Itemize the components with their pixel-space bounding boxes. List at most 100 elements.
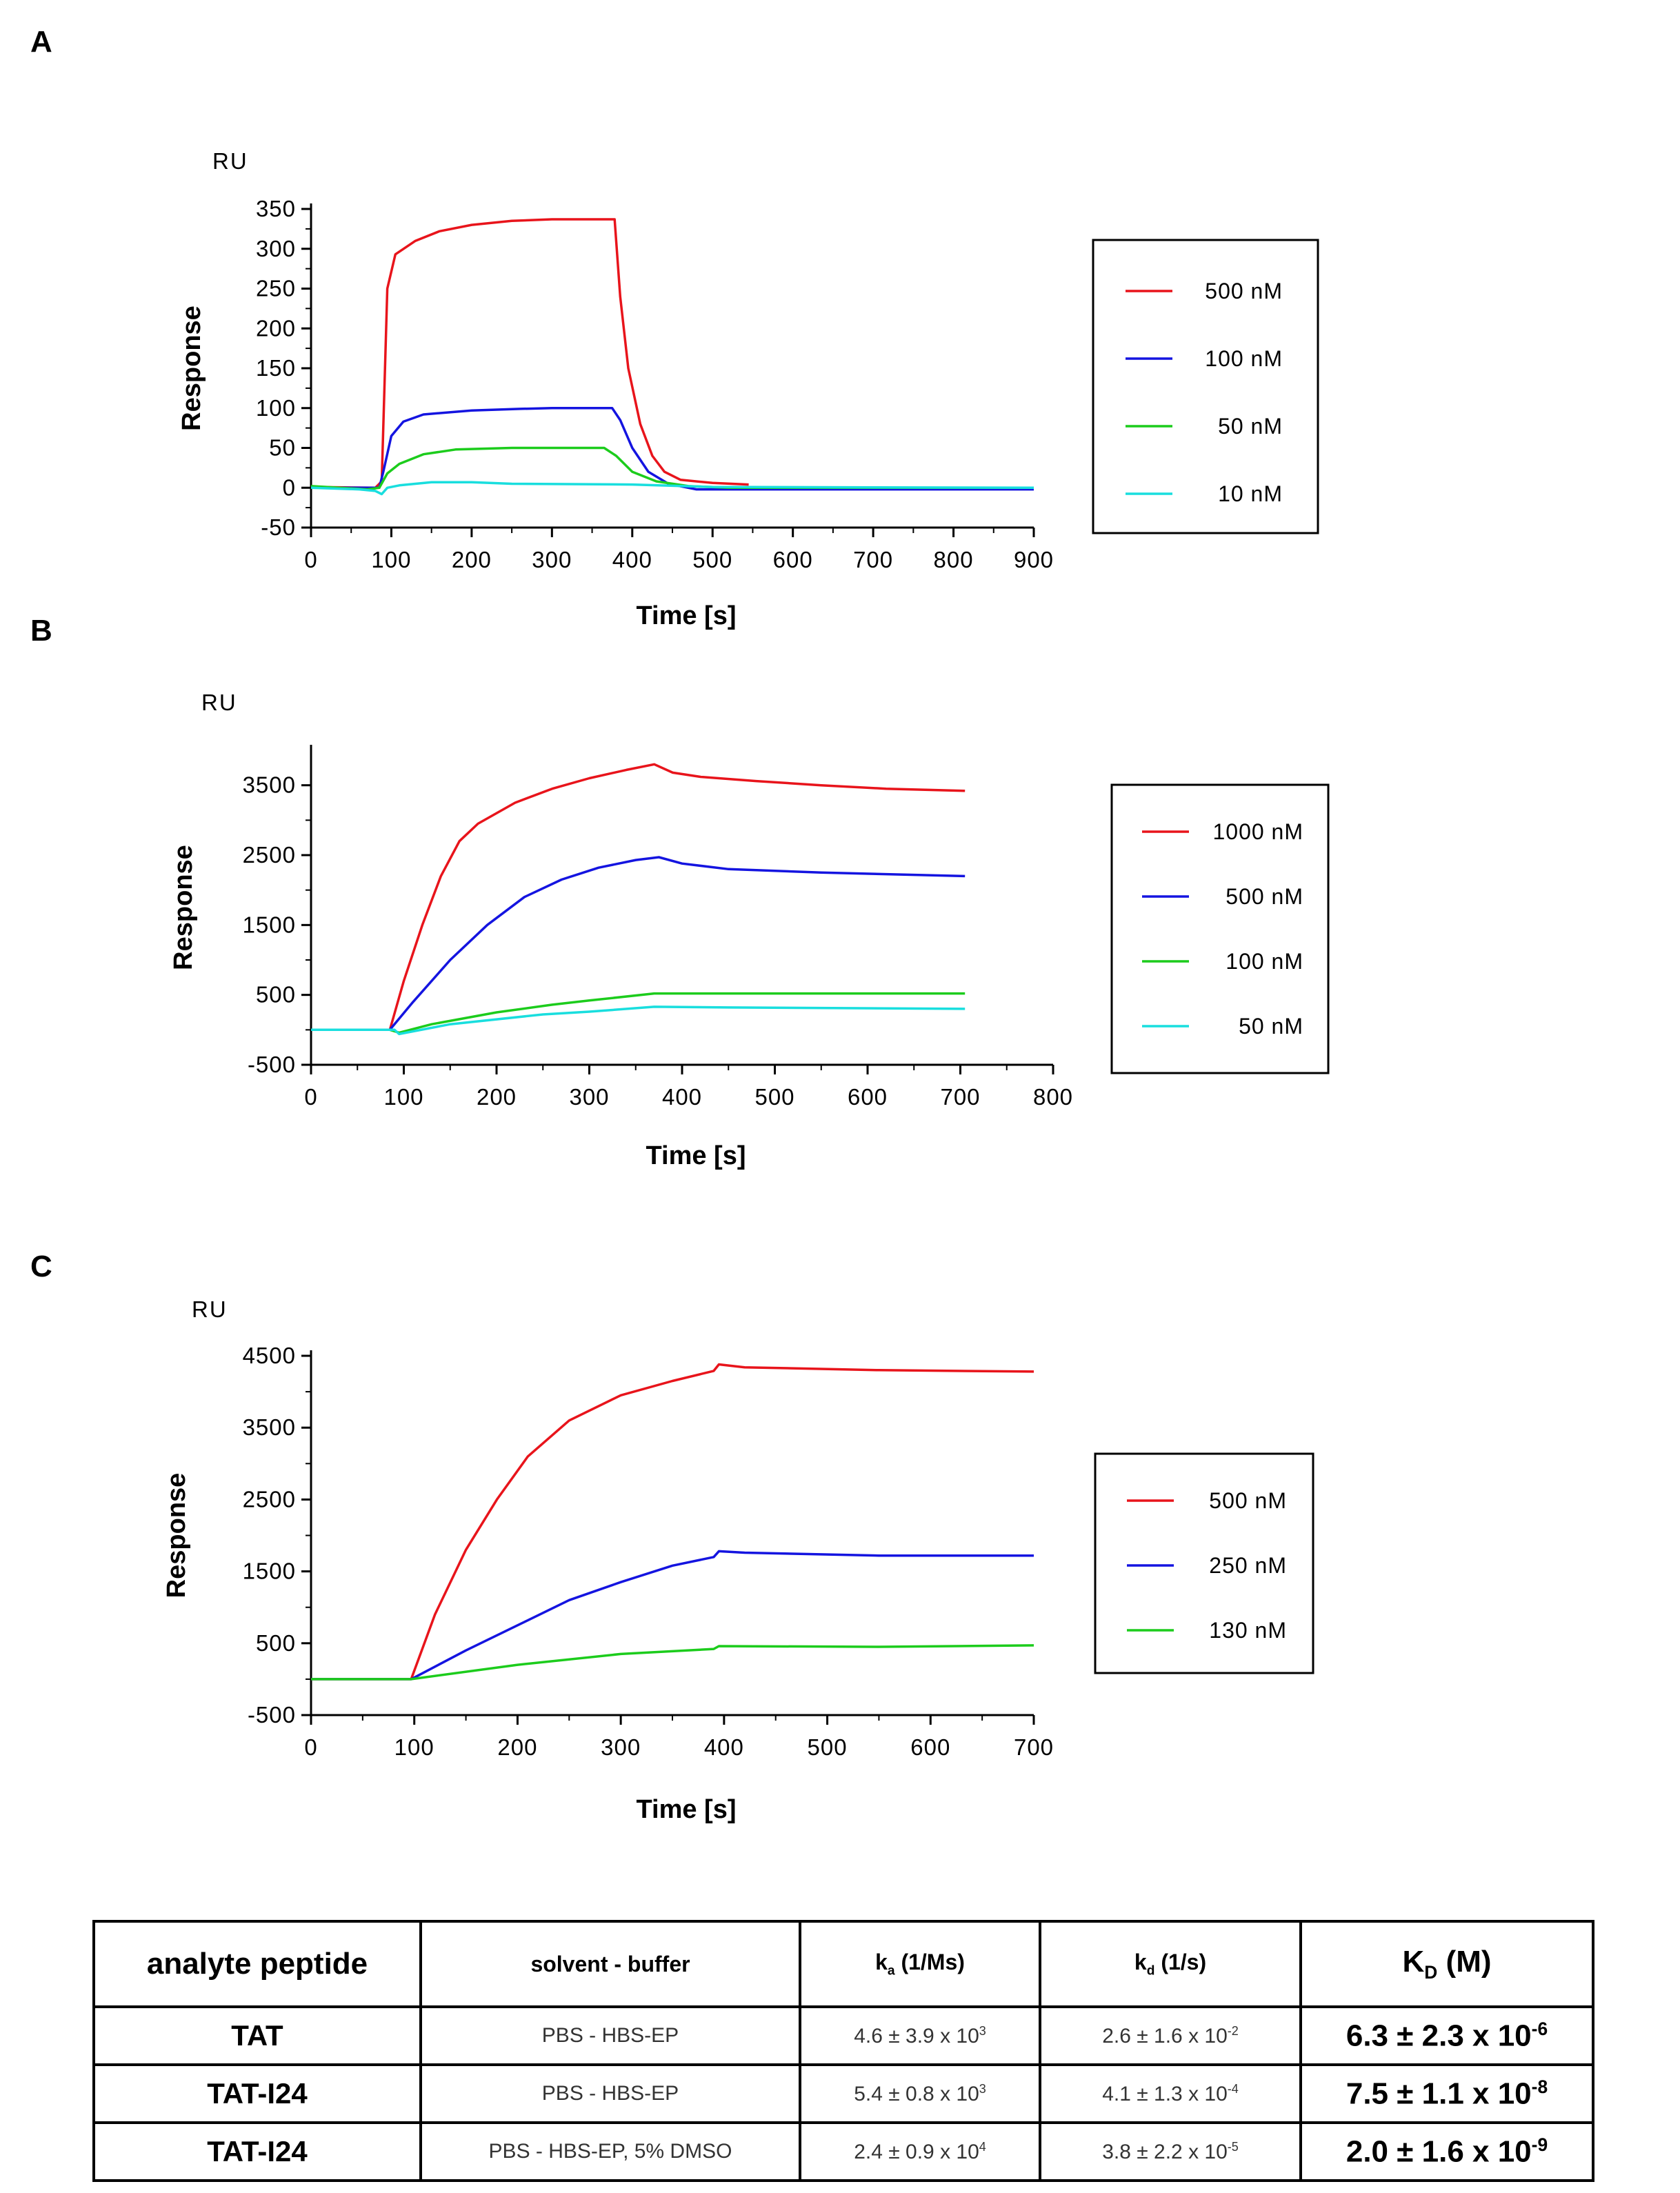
row-0-kd: 2.6 ± 1.6 x 10-2 <box>1039 2005 1302 2066</box>
x-tick-label: 0 <box>304 1734 317 1760</box>
header-analyte: analyte peptide <box>92 1920 422 2008</box>
header-KD: KD (M) <box>1299 1920 1594 2008</box>
row-0-KD: 6.3 ± 2.3 x 10-6 <box>1299 2005 1594 2066</box>
header-kd: kd (1/s) <box>1039 1920 1302 2008</box>
x-tick-label: 700 <box>1014 1734 1054 1760</box>
row-1-kd: 4.1 ± 1.3 x 10-4 <box>1039 2063 1302 2124</box>
y-tick-label: 50 <box>269 435 296 461</box>
y-tick-label: 3500 <box>243 1414 296 1440</box>
series-line-100-nm <box>311 992 966 1034</box>
header-solvent: solvent - buffer <box>419 1920 801 2008</box>
row-2-kd-base: 3.8 ± 2.2 x 10 <box>1102 2140 1228 2163</box>
row-0-KD-base: 6.3 ± 2.3 x 10 <box>1346 2019 1532 2053</box>
header-ka-rest: (1/Ms) <box>894 1949 965 1974</box>
row-0-kd-base: 2.6 ± 1.6 x 10 <box>1102 2024 1228 2047</box>
legend-label: 1000 nM <box>1212 819 1303 844</box>
x-tick-label: 600 <box>848 1084 888 1110</box>
y-tick-label: 200 <box>256 315 296 341</box>
x-tick-label: 400 <box>662 1084 702 1110</box>
row-2-kd: 3.8 ± 2.2 x 10-5 <box>1039 2121 1302 2182</box>
x-tick-label: 100 <box>394 1734 434 1760</box>
row-1-KD-exp: -8 <box>1531 2076 1548 2097</box>
x-tick-label: 0 <box>304 547 317 572</box>
row-1-ka-exp: 3 <box>979 2081 986 2096</box>
legend-label: 100 nM <box>1205 346 1283 371</box>
row-0-ka-exp: 3 <box>979 2023 986 2038</box>
legend-label: 100 nM <box>1226 949 1303 974</box>
legend-label: 500 nM <box>1209 1488 1287 1513</box>
legend-label: 50 nM <box>1218 414 1283 439</box>
y-tick-label: 2500 <box>243 842 296 868</box>
header-solvent-label: solvent - buffer <box>530 1951 690 1976</box>
series-line-1000-nm <box>311 763 966 1032</box>
series-line-500-nm <box>310 218 749 490</box>
y-axis-title: Response <box>169 845 198 970</box>
y-tick-label: -500 <box>248 1702 296 1728</box>
series-line-130-nm <box>311 1644 1034 1681</box>
header-kd-sub: d <box>1146 1963 1155 1979</box>
series-line-50-nm <box>311 1005 966 1036</box>
x-axis-title: Time [s] <box>646 1141 746 1170</box>
x-tick-label: 200 <box>497 1734 537 1760</box>
x-tick-label: 300 <box>532 547 572 572</box>
header-ka: ka (1/Ms) <box>799 1920 1041 2008</box>
x-tick-label: 0 <box>304 1084 317 1110</box>
y-tick-label: -50 <box>261 514 296 540</box>
x-tick-label: 500 <box>808 1734 848 1760</box>
y-tick-label: 250 <box>256 276 296 301</box>
series-line-500-nm <box>311 856 966 1032</box>
row-1-kd-exp: -4 <box>1227 2081 1239 2096</box>
x-tick-label: 900 <box>1014 547 1054 572</box>
y-tick-label: 150 <box>256 355 296 381</box>
series-line-500-nm <box>311 1363 1034 1681</box>
y-tick-label: 2500 <box>243 1486 296 1512</box>
legend-label: 500 nM <box>1205 279 1283 303</box>
x-tick-label: 200 <box>452 547 492 572</box>
row-2-kd-exp: -5 <box>1227 2139 1239 2154</box>
legend-box <box>1092 239 1319 534</box>
y-tick-label: 300 <box>256 236 296 261</box>
y-tick-label: 0 <box>283 474 296 500</box>
legend-label: 500 nM <box>1226 884 1303 909</box>
row-0-ka-base: 4.6 ± 3.9 x 10 <box>854 2024 979 2047</box>
y-tick-label: 350 <box>256 196 296 221</box>
x-tick-label: 200 <box>477 1084 517 1110</box>
row-2-analyte: TAT-I24 <box>92 2121 422 2182</box>
x-tick-label: 100 <box>371 547 411 572</box>
legend-label: 250 nM <box>1209 1553 1287 1578</box>
x-axis-title: Time [s] <box>636 1795 736 1824</box>
chart-a: -50 0 50 100 150 200 250 300 350 0 100 200 300 400 500… <box>177 148 1319 630</box>
panel-letter-c: C <box>30 1250 52 1283</box>
y-tick-label: 500 <box>256 1630 296 1656</box>
y-tick-label: -500 <box>248 1052 296 1077</box>
series-line-250-nm <box>311 1550 1034 1681</box>
header-KD-sub: D <box>1424 1961 1438 1983</box>
row-1-KD-base: 7.5 ± 1.1 x 10 <box>1346 2076 1532 2111</box>
x-tick-label: 300 <box>569 1084 609 1110</box>
y-tick-label: 4500 <box>243 1343 296 1368</box>
unit-label: RU <box>201 690 237 715</box>
row-0-KD-exp: -6 <box>1531 2018 1548 2039</box>
header-analyte-label: analyte peptide <box>146 1947 368 1981</box>
header-KD-rest: (M) <box>1437 1945 1492 1979</box>
legend-label: 10 nM <box>1218 481 1283 506</box>
y-tick-label: 100 <box>256 395 296 421</box>
x-tick-label: 500 <box>754 1084 794 1110</box>
row-1-solvent: PBS - HBS-EP <box>419 2063 801 2124</box>
kinetics-table: analyte peptide solvent - buffer ka (1/M… <box>92 1920 1594 2182</box>
header-kd-rest: (1/s) <box>1154 1949 1207 1974</box>
x-axis-title: Time [s] <box>636 601 736 630</box>
unit-label: RU <box>212 148 248 174</box>
table-row: TAT PBS - HBS-EP 4.6 ± 3.9 x 103 2.6 ± 1… <box>92 2005 1594 2066</box>
chart-b: -500 500 1500 2500 3500 0 100 200 300 400 500 600 70… <box>169 690 1330 1170</box>
row-2-ka: 2.4 ± 0.9 x 104 <box>799 2121 1041 2182</box>
row-1-ka-base: 5.4 ± 0.8 x 10 <box>854 2082 979 2105</box>
chart-c: -500 500 1500 2500 3500 4500 0 100 200 300 400 500 6… <box>162 1296 1314 1824</box>
header-ka-base: k <box>875 1949 888 1974</box>
y-axis-title: Response <box>162 1473 191 1599</box>
table-row: TAT-I24 PBS - HBS-EP 5.4 ± 0.8 x 103 4.1… <box>92 2063 1594 2124</box>
row-2-KD: 2.0 ± 1.6 x 10-9 <box>1299 2121 1594 2182</box>
y-tick-label: 1500 <box>243 1559 296 1584</box>
x-tick-label: 100 <box>383 1084 423 1110</box>
table-header-row: analyte peptide solvent - buffer ka (1/M… <box>92 1920 1594 2008</box>
